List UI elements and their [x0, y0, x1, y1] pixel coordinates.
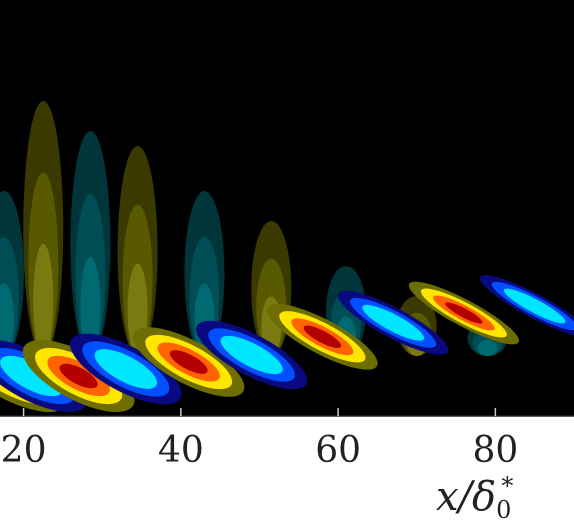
upper-plume-3: [117, 146, 158, 356]
lobe-contour: [232, 343, 271, 367]
plume-contour: [33, 243, 54, 356]
x-tick-label: 60: [315, 430, 361, 471]
x-tick-label: 80: [472, 430, 518, 471]
wave-lobe-group: [0, 275, 574, 413]
lobe-contour: [12, 363, 51, 389]
negative-lobe-3: [70, 333, 182, 405]
lobe-contour: [106, 356, 145, 382]
positive-lobe-8: [408, 281, 520, 345]
upper-plume-0: [0, 191, 24, 356]
x-tick-label: 20: [1, 430, 47, 471]
negative-lobe-9: [479, 275, 574, 337]
negative-lobe-1: [0, 339, 88, 413]
lobe-contour: [515, 295, 554, 317]
positive-lobe-4: [133, 327, 245, 397]
negative-lobe-5: [196, 320, 308, 390]
negative-lobe-7: [337, 290, 449, 355]
lobe-contour: [169, 350, 208, 374]
positive-lobe-2: [22, 339, 135, 413]
lobe-contour: [374, 311, 412, 334]
x-axis-label: x/δ0*: [436, 472, 514, 524]
plume-contour: [80, 257, 101, 356]
plume-contour: [477, 340, 498, 356]
x-tick-label: 40: [158, 430, 204, 471]
upper-plume-1: [23, 101, 64, 356]
positive-lobe-6: [267, 303, 378, 370]
x-tick-group: 20 40 60 80: [1, 408, 518, 471]
lobe-contour: [303, 325, 342, 348]
upper-plume-2: [70, 131, 111, 356]
plume-contour: [0, 283, 14, 356]
lobe-contour: [445, 302, 483, 324]
lobe-contour: [59, 363, 98, 389]
